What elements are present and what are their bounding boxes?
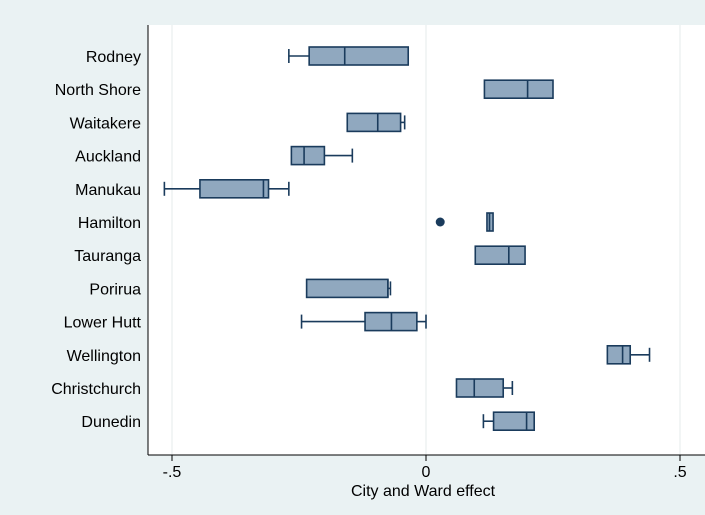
category-label: Waitakere [70, 115, 142, 132]
box-iqr [606, 344, 632, 365]
box-iqr [346, 112, 402, 133]
x-tick-label: -.5 [163, 464, 182, 481]
box-iqr [290, 145, 326, 166]
box-iqr [308, 46, 410, 66]
box-iqr [199, 179, 270, 199]
category-label: Auckland [75, 149, 141, 166]
boxes [163, 46, 651, 432]
x-axis: -.5 0 .5 [147, 25, 705, 481]
category-label: Dunedin [81, 414, 141, 431]
x-tick-label: .5 [673, 464, 686, 481]
category-labels: Rodney North Shore Waitakere Auckland Manuka… [51, 49, 141, 431]
category-label: North Shore [55, 82, 141, 99]
category-label: Manukau [75, 182, 141, 199]
category-label: Rodney [86, 49, 141, 66]
category-label: Porirua [89, 281, 141, 298]
box-iqr [492, 411, 536, 432]
category-label: Tauranga [74, 248, 141, 265]
box-iqr [305, 278, 389, 299]
x-axis-title: City and Ward effect [351, 483, 496, 500]
category-label: Hamilton [78, 215, 141, 232]
box-iqr [455, 378, 505, 398]
outlier-point [435, 217, 445, 227]
category-label: Wellington [67, 348, 141, 365]
category-label: Christchurch [51, 381, 141, 398]
box-iqr [474, 245, 526, 265]
x-tick-label: 0 [422, 464, 431, 481]
grid-lines [171, 25, 681, 455]
box-iqr [483, 79, 554, 99]
category-label: Lower Hutt [64, 315, 142, 332]
